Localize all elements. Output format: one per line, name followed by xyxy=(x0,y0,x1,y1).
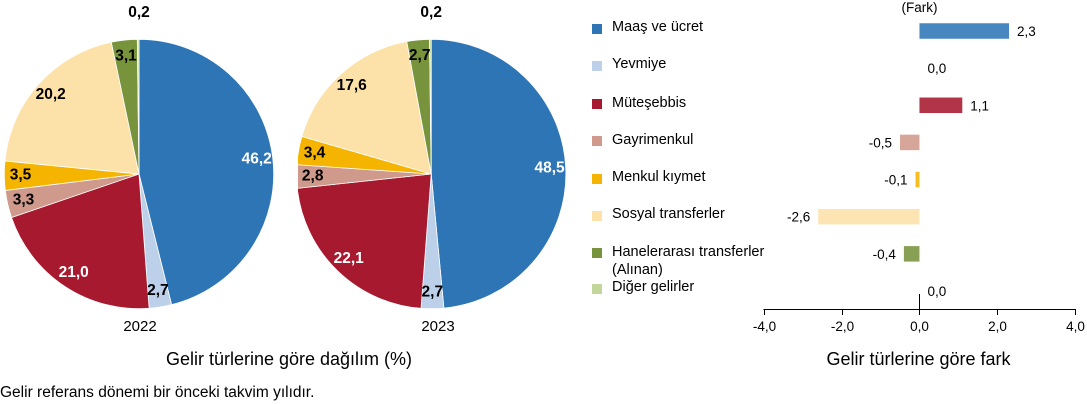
svg-text:48,5: 48,5 xyxy=(535,159,566,176)
svg-text:0,2: 0,2 xyxy=(128,4,150,21)
svg-text:(Fark): (Fark) xyxy=(901,0,937,15)
svg-text:0,0: 0,0 xyxy=(910,319,929,334)
svg-text:3,4: 3,4 xyxy=(304,144,326,161)
svg-text:2,7: 2,7 xyxy=(422,284,444,301)
svg-text:22,1: 22,1 xyxy=(334,250,365,267)
svg-text:-0,5: -0,5 xyxy=(869,135,892,150)
svg-text:2,0: 2,0 xyxy=(988,319,1007,334)
svg-text:0,0: 0,0 xyxy=(927,284,946,299)
svg-text:46,2: 46,2 xyxy=(242,151,272,168)
svg-text:-2,6: -2,6 xyxy=(787,210,810,225)
svg-text:20,2: 20,2 xyxy=(36,86,66,103)
svg-text:2,7: 2,7 xyxy=(409,47,431,64)
svg-text:3,1: 3,1 xyxy=(115,47,137,64)
svg-text:2,3: 2,3 xyxy=(1017,24,1036,39)
svg-text:3,5: 3,5 xyxy=(10,167,32,184)
svg-text:1,1: 1,1 xyxy=(970,98,989,113)
svg-text:-0,4: -0,4 xyxy=(873,247,897,262)
svg-text:0,0: 0,0 xyxy=(927,61,946,76)
svg-text:4,0: 4,0 xyxy=(1066,319,1085,334)
svg-text:2,7: 2,7 xyxy=(147,282,169,299)
svg-text:21,0: 21,0 xyxy=(59,264,89,281)
svg-text:0,2: 0,2 xyxy=(420,4,442,21)
svg-text:3,3: 3,3 xyxy=(13,192,35,209)
svg-text:-0,1: -0,1 xyxy=(884,173,907,188)
svg-text:-2,0: -2,0 xyxy=(831,319,854,334)
svg-text:2,8: 2,8 xyxy=(302,167,324,184)
svg-text:-4,0: -4,0 xyxy=(753,319,776,334)
svg-text:17,6: 17,6 xyxy=(337,77,368,94)
